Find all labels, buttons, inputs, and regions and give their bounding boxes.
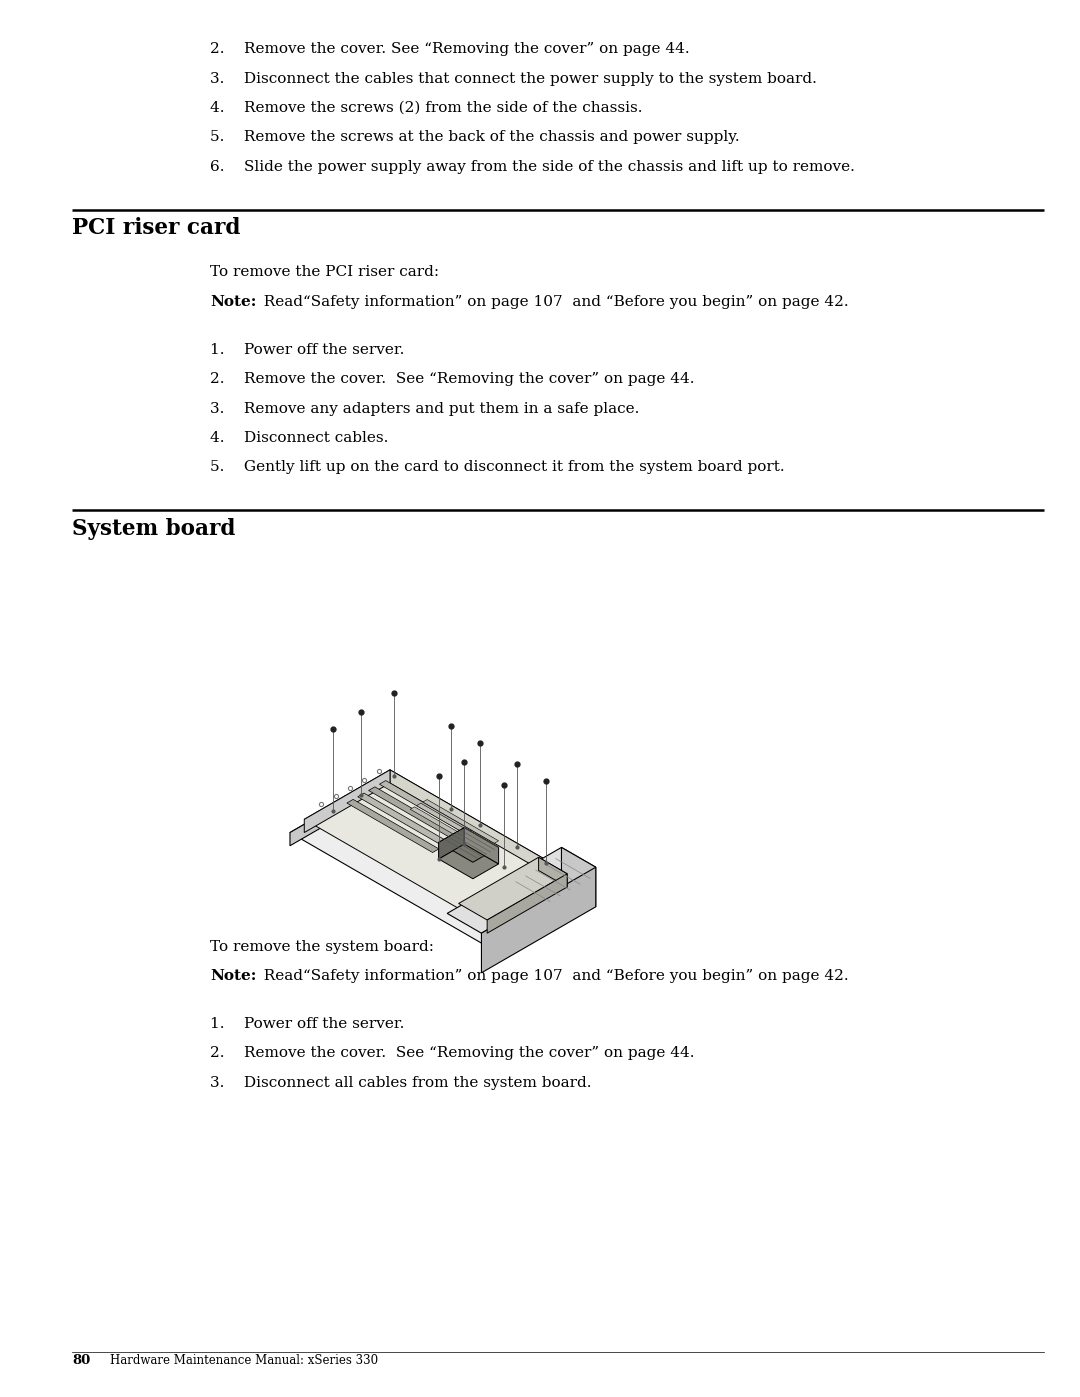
Polygon shape — [289, 775, 590, 949]
Polygon shape — [305, 770, 390, 833]
Text: 3.    Disconnect all cables from the system board.: 3. Disconnect all cables from the system… — [210, 1076, 592, 1090]
Polygon shape — [410, 807, 486, 851]
Text: 2.    Remove the cover.  See “Removing the cover” on page 44.: 2. Remove the cover. See “Removing the c… — [210, 372, 694, 386]
Polygon shape — [438, 827, 464, 859]
Text: System board: System board — [72, 518, 235, 541]
Text: 2.    Remove the cover. See “Removing the cover” on page 44.: 2. Remove the cover. See “Removing the c… — [210, 42, 690, 56]
Polygon shape — [459, 858, 567, 921]
Text: 5.    Gently lift up on the card to disconnect it from the system board port.: 5. Gently lift up on the card to disconn… — [210, 461, 785, 475]
Text: Note:: Note: — [210, 970, 256, 983]
Text: PCI riser card: PCI riser card — [72, 218, 241, 239]
Text: 3.    Remove any adapters and put them in a safe place.: 3. Remove any adapters and put them in a… — [210, 401, 639, 415]
Polygon shape — [368, 787, 460, 840]
Polygon shape — [464, 827, 499, 863]
Polygon shape — [423, 799, 499, 844]
Polygon shape — [417, 803, 492, 847]
Text: 80: 80 — [72, 1354, 91, 1368]
Text: 4.    Disconnect cables.: 4. Disconnect cables. — [210, 432, 389, 446]
Polygon shape — [390, 770, 576, 890]
Polygon shape — [562, 848, 596, 907]
Polygon shape — [490, 890, 590, 961]
Polygon shape — [438, 844, 499, 879]
Polygon shape — [289, 775, 390, 845]
Text: To remove the PCI riser card:: To remove the PCI riser card: — [210, 265, 440, 279]
Text: 3.    Disconnect the cables that connect the power supply to the system board.: 3. Disconnect the cables that connect th… — [210, 71, 816, 85]
Text: 1.    Power off the server.: 1. Power off the server. — [210, 342, 404, 356]
Text: 5.    Remove the screws at the back of the chassis and power supply.: 5. Remove the screws at the back of the … — [210, 130, 740, 144]
Text: 6.    Slide the power supply away from the side of the chassis and lift up to re: 6. Slide the power supply away from the … — [210, 161, 855, 175]
Text: Read“Safety information” on page 107  and “Before you begin” on page 42.: Read“Safety information” on page 107 and… — [254, 970, 849, 983]
Text: Read“Safety information” on page 107  and “Before you begin” on page 42.: Read“Safety information” on page 107 and… — [254, 295, 849, 309]
Polygon shape — [438, 827, 499, 862]
Polygon shape — [379, 781, 472, 834]
Text: 2.    Remove the cover.  See “Removing the cover” on page 44.: 2. Remove the cover. See “Removing the c… — [210, 1046, 694, 1060]
Polygon shape — [347, 799, 438, 852]
Polygon shape — [539, 858, 567, 887]
Polygon shape — [487, 873, 567, 933]
Polygon shape — [357, 793, 449, 847]
Polygon shape — [447, 848, 596, 933]
Polygon shape — [482, 868, 596, 972]
Polygon shape — [305, 770, 576, 926]
Text: Note:: Note: — [210, 295, 256, 309]
Text: 4.    Remove the screws (2) from the side of the chassis.: 4. Remove the screws (2) from the side o… — [210, 101, 643, 115]
Polygon shape — [390, 775, 590, 904]
Text: Hardware Maintenance Manual: xSeries 330: Hardware Maintenance Manual: xSeries 330 — [110, 1354, 378, 1368]
Text: 1.    Power off the server.: 1. Power off the server. — [210, 1017, 404, 1031]
Text: To remove the system board:: To remove the system board: — [210, 940, 434, 954]
